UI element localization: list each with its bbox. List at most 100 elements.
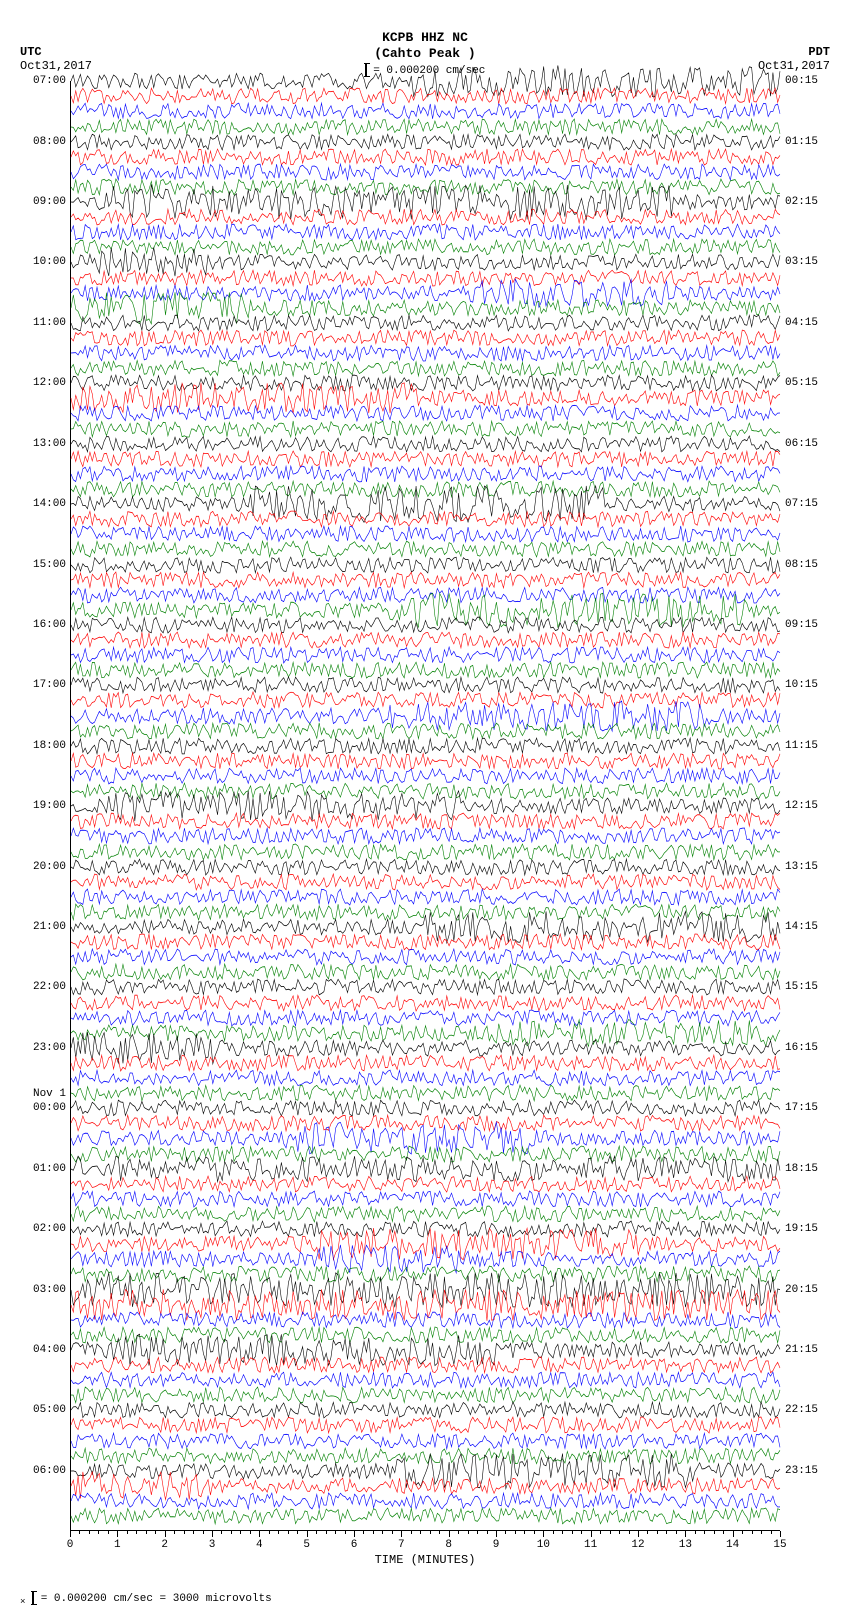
- x-axis: TIME (MINUTES) 0123456789101112131415: [70, 1531, 780, 1571]
- x-major-tick: [354, 1531, 355, 1537]
- x-tick-label: 2: [161, 1539, 168, 1551]
- x-tick-label: 6: [351, 1539, 358, 1551]
- utc-time-label: 15:00: [26, 559, 66, 571]
- x-minor-tick: [335, 1531, 336, 1534]
- pdt-time-label: 10:15: [785, 679, 825, 691]
- pdt-time-label: 02:15: [785, 196, 825, 208]
- x-minor-tick: [468, 1531, 469, 1534]
- pdt-time-label: 03:15: [785, 256, 825, 268]
- x-minor-tick: [146, 1531, 147, 1534]
- x-minor-tick: [572, 1531, 573, 1534]
- x-major-tick: [496, 1531, 497, 1537]
- x-major-tick: [307, 1531, 308, 1537]
- station-code: KCPB HHZ NC: [10, 30, 840, 46]
- x-minor-tick: [221, 1531, 222, 1534]
- utc-time-label: 02:00: [26, 1223, 66, 1235]
- x-minor-tick: [184, 1531, 185, 1534]
- x-minor-tick: [136, 1531, 137, 1534]
- x-minor-tick: [278, 1531, 279, 1534]
- x-minor-tick: [420, 1531, 421, 1534]
- pdt-time-label: 17:15: [785, 1102, 825, 1114]
- x-minor-tick: [704, 1531, 705, 1534]
- x-minor-tick: [89, 1531, 90, 1534]
- x-minor-tick: [430, 1531, 431, 1534]
- utc-time-label: 13:00: [26, 438, 66, 450]
- x-tick-label: 3: [209, 1539, 216, 1551]
- x-minor-tick: [505, 1531, 506, 1534]
- x-major-tick: [449, 1531, 450, 1537]
- footer-sub: ×: [20, 1596, 26, 1607]
- utc-time-label: 12:00: [26, 377, 66, 389]
- x-tick-label: 13: [679, 1539, 692, 1551]
- pdt-time-label: 18:15: [785, 1163, 825, 1175]
- x-major-tick: [212, 1531, 213, 1537]
- x-minor-tick: [250, 1531, 251, 1534]
- x-major-tick: [401, 1531, 402, 1537]
- x-tick-label: 12: [631, 1539, 644, 1551]
- x-minor-tick: [723, 1531, 724, 1534]
- utc-time-label: 18:00: [26, 740, 66, 752]
- x-major-tick: [117, 1531, 118, 1537]
- pdt-time-label: 04:15: [785, 317, 825, 329]
- x-minor-tick: [666, 1531, 667, 1534]
- utc-time-label: 01:00: [26, 1163, 66, 1175]
- x-minor-tick: [657, 1531, 658, 1534]
- x-minor-tick: [600, 1531, 601, 1534]
- utc-time-label: 08:00: [26, 136, 66, 148]
- x-major-tick: [780, 1531, 781, 1537]
- x-major-tick: [685, 1531, 686, 1537]
- station-location: (Cahto Peak ): [10, 46, 840, 62]
- pdt-time-label: 19:15: [785, 1223, 825, 1235]
- x-minor-tick: [771, 1531, 772, 1534]
- pdt-time-label: 23:15: [785, 1465, 825, 1477]
- x-tick-label: 10: [537, 1539, 550, 1551]
- utc-time-label: 09:00: [26, 196, 66, 208]
- x-major-tick: [70, 1531, 71, 1537]
- x-minor-tick: [98, 1531, 99, 1534]
- x-minor-tick: [610, 1531, 611, 1534]
- x-minor-tick: [392, 1531, 393, 1534]
- x-minor-tick: [676, 1531, 677, 1534]
- x-minor-tick: [127, 1531, 128, 1534]
- x-tick-label: 7: [398, 1539, 405, 1551]
- pdt-time-label: 21:15: [785, 1344, 825, 1356]
- pdt-time-label: 08:15: [785, 559, 825, 571]
- x-minor-tick: [439, 1531, 440, 1534]
- x-minor-tick: [487, 1531, 488, 1534]
- x-axis-title: TIME (MINUTES): [375, 1553, 476, 1567]
- x-minor-tick: [534, 1531, 535, 1534]
- x-minor-tick: [326, 1531, 327, 1534]
- x-tick-label: 14: [726, 1539, 739, 1551]
- x-minor-tick: [174, 1531, 175, 1534]
- x-minor-tick: [155, 1531, 156, 1534]
- x-major-tick: [165, 1531, 166, 1537]
- x-minor-tick: [581, 1531, 582, 1534]
- footer-text: = 0.000200 cm/sec = 3000 microvolts: [41, 1593, 272, 1605]
- x-minor-tick: [553, 1531, 554, 1534]
- x-tick-label: 9: [493, 1539, 500, 1551]
- x-major-tick: [259, 1531, 260, 1537]
- x-minor-tick: [231, 1531, 232, 1534]
- footer-calibration: × = 0.000200 cm/sec = 3000 microvolts: [10, 1591, 840, 1607]
- x-minor-tick: [619, 1531, 620, 1534]
- pdt-time-label: 07:15: [785, 498, 825, 510]
- utc-time-label: 11:00: [26, 317, 66, 329]
- x-minor-tick: [316, 1531, 317, 1534]
- utc-time-label: 03:00: [26, 1284, 66, 1296]
- pdt-time-label: 22:15: [785, 1404, 825, 1416]
- x-minor-tick: [269, 1531, 270, 1534]
- x-minor-tick: [193, 1531, 194, 1534]
- utc-time-label: 07:00: [26, 75, 66, 87]
- x-tick-label: 0: [67, 1539, 74, 1551]
- x-minor-tick: [647, 1531, 648, 1534]
- utc-time-label: 19:00: [26, 800, 66, 812]
- x-major-tick: [733, 1531, 734, 1537]
- x-major-tick: [638, 1531, 639, 1537]
- utc-time-label: 22:00: [26, 981, 66, 993]
- utc-time-label: 17:00: [26, 679, 66, 691]
- x-minor-tick: [382, 1531, 383, 1534]
- x-tick-label: 8: [445, 1539, 452, 1551]
- waveform-trace: [71, 1501, 780, 1531]
- x-minor-tick: [373, 1531, 374, 1534]
- pdt-time-label: 16:15: [785, 1042, 825, 1054]
